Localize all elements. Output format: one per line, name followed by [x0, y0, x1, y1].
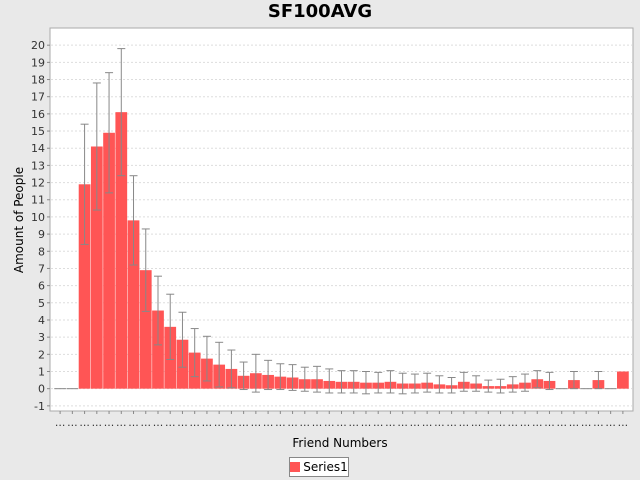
bar	[139, 270, 152, 389]
x-tick-label: ...	[593, 416, 604, 429]
x-tick-label: ...	[385, 416, 396, 429]
bar	[127, 220, 140, 389]
y-tick-label: 7	[38, 262, 45, 275]
x-tick-label: ...	[471, 416, 482, 429]
x-tick-label: ...	[104, 416, 115, 429]
y-tick-label: 15	[31, 125, 45, 138]
bar	[78, 184, 91, 389]
error-bars	[80, 48, 603, 395]
x-tick-label: ...	[544, 416, 555, 429]
x-tick-label: ...	[177, 416, 188, 429]
y-tick-label: 1	[38, 365, 45, 378]
x-tick-label: ...	[581, 416, 592, 429]
x-tick-label: ...	[141, 416, 152, 429]
x-tick-label: ...	[459, 416, 470, 429]
y-tick-label: 3	[38, 331, 45, 344]
x-tick-label: ...	[520, 416, 531, 429]
y-tick-label: 9	[38, 228, 45, 241]
x-tick-label: ...	[569, 416, 580, 429]
y-tick-label: 17	[31, 91, 45, 104]
x-tick-label: ...	[116, 416, 127, 429]
bar	[152, 310, 164, 389]
x-tick-label: ...	[361, 416, 372, 429]
x-tick-label: ...	[165, 416, 176, 429]
x-tick-label: ...	[300, 416, 311, 429]
x-tick-label: ...	[238, 416, 249, 429]
x-tick-label: ...	[214, 416, 225, 429]
x-tick-label: ...	[495, 416, 506, 429]
x-tick-label: ...	[410, 416, 421, 429]
legend: Series1	[289, 457, 349, 477]
x-tick-label: ...	[446, 416, 457, 429]
x-tick-label: ...	[92, 416, 103, 429]
y-tick-label: 0	[38, 383, 45, 396]
y-axis-label: Amount of People	[12, 167, 26, 273]
x-tick-label: ...	[202, 416, 213, 429]
y-tick-label: 12	[31, 177, 45, 190]
x-tick-label: ...	[275, 416, 286, 429]
x-tick-label: ...	[422, 416, 433, 429]
x-tick-label: ...	[336, 416, 347, 429]
x-tick-label: ...	[434, 416, 445, 429]
x-tick-label: ...	[189, 416, 200, 429]
y-tick-label: 19	[31, 56, 45, 69]
y-tick-label: -1	[34, 400, 45, 413]
x-tick-label: ...	[605, 416, 616, 429]
x-tick-label: ...	[67, 416, 78, 429]
x-tick-label: ...	[556, 416, 567, 429]
x-tick-label: ...	[312, 416, 323, 429]
chart-title: SF100AVG	[267, 1, 373, 22]
y-tick-label: 10	[31, 211, 45, 224]
bar	[617, 371, 629, 389]
y-tick-label: 2	[38, 348, 45, 361]
y-tick-label: 13	[31, 159, 45, 172]
x-tick-label: ...	[79, 416, 90, 429]
y-tick-label: 16	[31, 108, 45, 121]
x-tick-label: ...	[348, 416, 359, 429]
y-tick-label: 5	[38, 297, 45, 310]
x-tick-label: ...	[287, 416, 298, 429]
y-tick-label: 18	[31, 74, 45, 87]
x-tick-label: ...	[263, 416, 274, 429]
y-tick-label: 20	[31, 39, 45, 52]
bar	[103, 132, 115, 389]
x-tick-label: ...	[483, 416, 494, 429]
y-tick-label: 8	[38, 245, 45, 258]
legend-swatch	[290, 462, 301, 472]
y-tick-label: 11	[31, 194, 45, 207]
x-tick-label: ...	[55, 416, 66, 429]
x-tick-label: ...	[128, 416, 139, 429]
x-tick-label: ...	[508, 416, 519, 429]
x-tick-label: ...	[153, 416, 164, 429]
x-tick-label: ...	[251, 416, 262, 429]
y-tick-label: 14	[31, 142, 45, 155]
legend-label: Series1	[303, 460, 348, 474]
x-axis-label: Friend Numbers	[292, 436, 387, 450]
y-tick-label: 4	[38, 314, 45, 327]
x-tick-label: ...	[397, 416, 408, 429]
y-tick-label: 6	[38, 280, 45, 293]
bar	[90, 146, 103, 389]
x-tick-label: ...	[226, 416, 237, 429]
x-tick-label: ...	[324, 416, 335, 429]
x-tick-label: ...	[373, 416, 384, 429]
x-tick-label: ...	[532, 416, 543, 429]
bar	[115, 112, 128, 389]
x-tick-label: ...	[618, 416, 629, 429]
x-axis-ticks: ........................................…	[55, 411, 628, 429]
